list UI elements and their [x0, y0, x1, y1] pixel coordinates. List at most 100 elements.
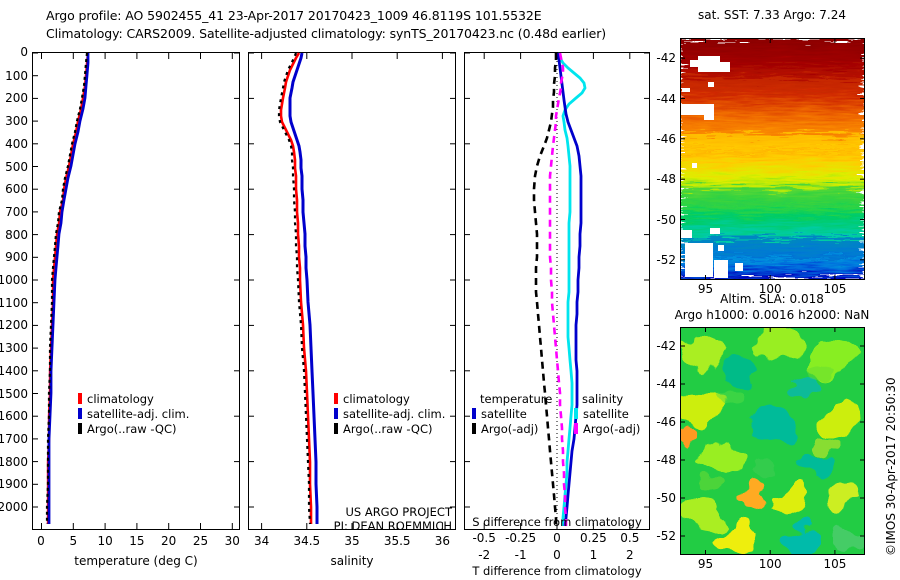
sla-map-header-line-2: Argo h1000: 0.0016 h2000: NaN [674, 308, 870, 322]
xtick: 25 [192, 534, 209, 548]
difference-panel [464, 52, 650, 530]
legend-item-satellite-adj: satellite-adj. clim. [334, 407, 445, 422]
legend-swatch-satellite-adj [78, 408, 82, 419]
xtick: 5 [69, 534, 78, 548]
curve-climatology [279, 52, 313, 524]
salinity-panel [248, 52, 456, 530]
xtick: 105 [823, 557, 847, 571]
xtick: 34 [253, 534, 270, 548]
legend-item-salinity-argo-adj: Argo(-adj) [574, 422, 640, 437]
ytick: 1100 [0, 295, 28, 310]
ytick: 1000 [0, 273, 28, 287]
cloud-gaps [680, 56, 743, 278]
temperature-legend: climatology satellite-adj. clim. Argo(..… [78, 392, 189, 437]
ytick: 1300 [0, 341, 28, 356]
xtick-s: -0.25 [505, 531, 537, 545]
legend-swatch-salinity-satellite [574, 408, 578, 419]
ytick: -50 [656, 491, 676, 505]
temperature-plot [32, 52, 240, 530]
xtick: 100 [758, 557, 782, 571]
ytick: 1700 [0, 431, 28, 446]
ytick: -48 [656, 453, 676, 467]
ytick: 1800 [0, 454, 28, 469]
legend-swatch-argo-raw [334, 423, 338, 434]
ytick: 600 [5, 182, 28, 197]
legend-label: Argo(..raw -QC) [87, 422, 177, 436]
salinity-axis-label: salinity [330, 554, 374, 568]
legend-swatch-argo-raw [78, 423, 82, 434]
legend-heading-salinity: salinity [582, 392, 624, 406]
xtick: 100 [758, 282, 782, 296]
ytick: 1200 [0, 318, 28, 333]
xtick: 15 [129, 534, 145, 548]
salinity-legend: climatology satellite-adj. clim. Argo(..… [334, 392, 445, 437]
copyright-text: ©IMOS 30-Apr-2017 20:50:30 [884, 377, 898, 556]
ytick: -48 [656, 172, 676, 187]
difference-legend-temperature-column: satellite Argo(-adj) [472, 407, 538, 437]
ytick: 1400 [0, 363, 28, 378]
legend-item-temperature-argo-adj: Argo(-adj) [472, 422, 538, 437]
xtick-t: 0 [553, 548, 561, 562]
xtick-s: 0.5 [620, 531, 640, 545]
ytick: 900 [5, 250, 28, 265]
ytick: -46 [656, 415, 676, 429]
ytick: -52 [656, 252, 676, 267]
sst-map-header: sat. SST: 7.33 Argo: 7.24 [697, 8, 847, 22]
ytick: 300 [5, 114, 28, 129]
legend-swatch-temperature-satellite [472, 408, 476, 419]
salinity-plot [248, 52, 456, 530]
xtick-s: -0.5 [472, 531, 496, 545]
temperature-axis-label: temperature (deg C) [74, 554, 198, 568]
legend-label: Argo(-adj) [481, 422, 539, 436]
ytick: -44 [656, 377, 676, 391]
ytick: 700 [5, 204, 28, 219]
copyright-notice: ©IMOS 30-Apr-2017 20:50:30 [884, 377, 900, 570]
xtick: 20 [161, 534, 177, 548]
xtick-s: 0 [553, 531, 561, 545]
curve-satellite-adj [47, 53, 90, 524]
difference-legend-salinity-column: satellite Argo(-adj) [574, 407, 640, 437]
ytick: -44 [656, 91, 676, 106]
xtick-t: -2 [478, 548, 491, 562]
legend-label: satellite-adj. clim. [343, 407, 446, 421]
legend-item-temperature-satellite: satellite [472, 407, 538, 422]
ytick: 1600 [0, 409, 28, 424]
difference-plot [464, 52, 650, 530]
sla-map-image [680, 327, 865, 555]
xtick-t: -1 [514, 548, 527, 562]
curve-argo-raw [277, 52, 312, 525]
legend-swatch-climatology [334, 393, 338, 404]
xtick: 34.5 [293, 534, 321, 548]
xtick-t: 1 [589, 548, 598, 562]
argo-project-credit-line-1: US ARGO PROJECT [345, 505, 452, 519]
ytick: 200 [5, 91, 28, 106]
xtick: 35 [344, 534, 360, 548]
legend-label: Argo(..raw -QC) [343, 422, 433, 436]
legend-swatch-climatology [78, 393, 82, 404]
xtick: 10 [97, 534, 113, 548]
temperature-difference-axis-label: T difference from climatology [472, 564, 642, 578]
legend-label: climatology [87, 392, 154, 406]
legend-item-argo-raw: Argo(..raw -QC) [78, 422, 189, 437]
curve-temperature-argo-adj [532, 53, 558, 526]
salinity-difference-axis-label: S difference from climatology [472, 515, 642, 529]
ytick: 800 [5, 227, 28, 242]
ytick: -46 [656, 131, 676, 146]
ytick: 1900 [0, 477, 28, 492]
legend-heading-temperature: temperature [480, 392, 553, 406]
ytick: 500 [5, 159, 28, 174]
legend-swatch-salinity-argo-adj [574, 423, 578, 434]
temperature-panel [32, 52, 240, 530]
curve-salinity-argo-adj [548, 52, 568, 526]
ytick: 1500 [0, 386, 28, 401]
legend-label: satellite [583, 407, 629, 421]
legend-swatch-satellite-adj [334, 408, 338, 419]
legend-item-satellite-adj: satellite-adj. clim. [78, 407, 189, 422]
argo-project-credit-line-2: PI: DEAN ROEMMICH [333, 519, 452, 533]
curve-salinity-satellite [556, 52, 587, 526]
figure-title-line-2: Climatology: CARS2009. Satellite-adjuste… [46, 26, 607, 41]
sla-map-header-line-1: Altim. SLA: 0.018 [720, 292, 824, 306]
legend-label: Argo(-adj) [583, 422, 641, 436]
xtick: 0 [37, 534, 45, 548]
legend-item-climatology: climatology [334, 392, 445, 407]
